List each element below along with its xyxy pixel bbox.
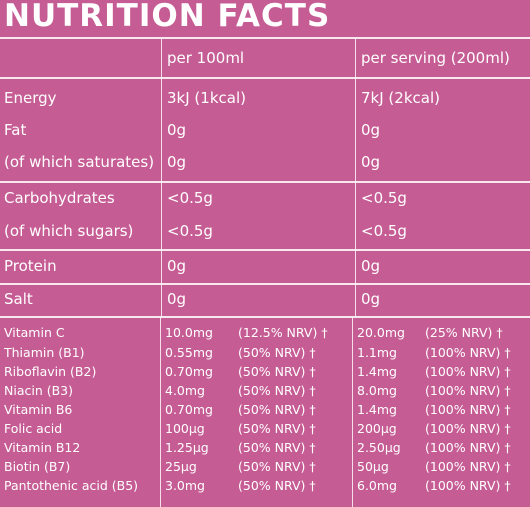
nutrient-label: Energy [4,89,57,107]
divider [0,316,530,318]
vitamin-amount-serving: 200µg [357,421,397,436]
divider [0,181,530,183]
vitamin-amount-100ml: 25µg [165,459,197,474]
vitamin-nrv-100ml: (12.5% NRV) † [238,325,328,340]
vitamin-nrv-100ml: (50% NRV) † [238,345,316,360]
vitamin-amount-100ml: 4.0mg [165,383,205,398]
nutrient-value-100ml: 0g [167,121,187,139]
nutrient-value-100ml: 3kJ (1kcal) [167,89,246,107]
vitamin-nrv-100ml: (50% NRV) † [238,459,316,474]
vitamin-amount-serving: 50µg [357,459,389,474]
nutrient-value-100ml: 0g [167,153,187,171]
vitamin-nrv-serving: (25% NRV) † [425,325,503,340]
nutrient-value-serving: <0.5g [361,222,407,240]
vitamin-amount-100ml: 0.70mg [165,402,213,417]
vitamin-nrv-100ml: (50% NRV) † [238,402,316,417]
nutrient-value-serving: 0g [361,121,381,139]
column-divider [352,317,353,507]
vitamin-amount-serving: 1.4mg [357,364,397,379]
vitamin-nrv-serving: (100% NRV) † [425,383,511,398]
vitamin-nrv-serving: (100% NRV) † [425,345,511,360]
nutrient-value-serving: 0g [361,290,381,308]
vitamin-nrv-100ml: (50% NRV) † [238,478,316,493]
vitamin-nrv-100ml: (50% NRV) † [238,440,316,455]
vitamin-amount-serving: 6.0mg [357,478,397,493]
vitamin-nrv-serving: (100% NRV) † [425,440,511,455]
vitamin-amount-serving: 1.4mg [357,402,397,417]
vitamin-amount-100ml: 10.0mg [165,325,213,340]
header-per-serving: per serving (200ml) [361,49,510,67]
header-per-100ml: per 100ml [167,49,245,67]
divider [0,77,530,79]
page-title: NUTRITION FACTS [4,0,331,34]
vitamin-amount-serving: 2.50µg [357,440,401,455]
vitamin-name: Folic acid [4,421,63,436]
nutrient-value-serving: 0g [361,153,381,171]
vitamin-amount-100ml: 0.70mg [165,364,213,379]
vitamin-nrv-serving: (100% NRV) † [425,478,511,493]
divider [0,283,530,285]
nutrient-label: (of which sugars) [4,222,134,240]
nutrient-value-serving: 7kJ (2kcal) [361,89,440,107]
vitamin-nrv-serving: (100% NRV) † [425,459,511,474]
vitamin-nrv-100ml: (50% NRV) † [238,383,316,398]
vitamin-nrv-100ml: (50% NRV) † [238,421,316,436]
nutrient-label: Carbohydrates [4,189,115,207]
nutrient-label: (of which saturates) [4,153,155,171]
vitamin-amount-serving: 8.0mg [357,383,397,398]
nutrient-value-serving: <0.5g [361,189,407,207]
divider [0,37,530,39]
column-divider [161,38,162,317]
nutrient-label: Protein [4,257,57,275]
vitamin-nrv-serving: (100% NRV) † [425,402,511,417]
nutrient-label: Salt [4,290,33,308]
vitamin-nrv-serving: (100% NRV) † [425,364,511,379]
vitamin-name: Niacin (B3) [4,383,74,398]
vitamin-nrv-serving: (100% NRV) † [425,421,511,436]
nutrient-value-100ml: <0.5g [167,189,213,207]
nutrient-value-serving: 0g [361,257,381,275]
nutrient-value-100ml: <0.5g [167,222,213,240]
vitamin-amount-100ml: 100µg [165,421,205,436]
vitamin-name: Thiamin (B1) [4,345,85,360]
vitamin-amount-100ml: 0.55mg [165,345,213,360]
vitamin-name: Vitamin C [4,325,65,340]
vitamin-amount-serving: 1.1mg [357,345,397,360]
divider [0,249,530,251]
vitamin-name: Pantothenic acid (B5) [4,478,139,493]
vitamin-amount-serving: 20.0mg [357,325,405,340]
vitamin-amount-100ml: 1.25µg [165,440,209,455]
column-divider [355,38,356,317]
nutrient-label: Fat [4,121,27,139]
nutrient-value-100ml: 0g [167,257,187,275]
vitamin-amount-100ml: 3.0mg [165,478,205,493]
vitamin-name: Vitamin B6 [4,402,73,417]
vitamin-name: Biotin (B7) [4,459,71,474]
nutrient-value-100ml: 0g [167,290,187,308]
vitamin-name: Riboflavin (B2) [4,364,97,379]
vitamin-name: Vitamin B12 [4,440,81,455]
column-divider [160,317,161,507]
vitamin-nrv-100ml: (50% NRV) † [238,364,316,379]
